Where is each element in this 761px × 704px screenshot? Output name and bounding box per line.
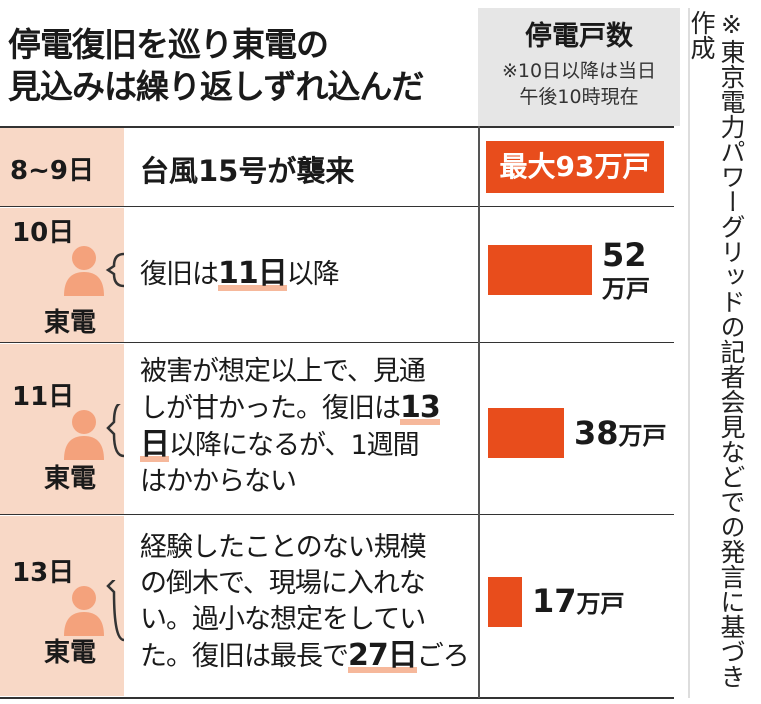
title-line-1: 停電復旧を巡り東電の (8, 25, 329, 64)
data-label: 17万戸 (532, 582, 625, 620)
quote-line: 被害が想定以上で、見通 (140, 356, 426, 387)
row-date: 10日 (12, 218, 75, 248)
quote-segment: ごろ (416, 641, 470, 672)
quote-segment: 復旧は (140, 259, 219, 290)
data-label-max: 最大93万戸 (486, 141, 664, 193)
source-divider (688, 8, 690, 698)
speaker-label: 東電 (44, 308, 97, 338)
highlight-date: 27日 (348, 638, 418, 673)
quote-line: しが甘かった。復旧は13 (140, 390, 441, 427)
highlight-date: 日 (140, 427, 170, 462)
quote-text: 被害が想定以上で、見通 しが甘かった。復旧は13 日以降になるが、1週間 はかか… (140, 354, 441, 500)
column-divider (478, 126, 480, 698)
chart-title: 停電復旧を巡り東電の 見込みは繰り返しずれ込んだ (8, 24, 478, 108)
date-cell-bg (0, 128, 124, 206)
quote-segment: しが甘かった。復旧は (140, 393, 401, 424)
row-divider (0, 206, 674, 207)
quote-line: 日以降になるが、1週間 (140, 427, 440, 464)
speaker-label: 東電 (44, 638, 97, 668)
row-date: 11日 (12, 382, 75, 412)
highlight-date: 13 (400, 390, 441, 425)
highlight-date: 11日 (218, 256, 288, 291)
quote-text: 復旧は11日以降 (140, 256, 340, 293)
row-divider (0, 342, 674, 343)
header-note-line-1: ※10日以降は当日 (501, 60, 657, 82)
quote-line: た。復旧は最長で27日ごろ (140, 638, 470, 675)
bar (488, 577, 522, 627)
date-cell-bg (0, 344, 124, 514)
data-label-value: 52 (602, 236, 647, 274)
data-label: 38万戸 (574, 414, 667, 452)
row-date: 8~9日 (10, 156, 94, 186)
data-label-unit: 万戸 (576, 590, 625, 618)
header-note: ※10日以降は当日 午後10時現在 (478, 58, 680, 110)
row-divider (0, 697, 674, 699)
bar (488, 245, 592, 295)
source-note: ※東京電力パワーグリッドの記者会見などでの発言に基づき作成 (687, 10, 746, 689)
header-title: 停電戸数 (525, 21, 633, 52)
data-label: 52 万戸 (602, 238, 650, 306)
quote-text: 経験したことのない規模 の倒木で、現場に入れな い。過小な想定をしてい た。復旧… (140, 530, 470, 675)
data-label-unit: 万戸 (618, 422, 667, 450)
quote-segment: 以降 (286, 259, 340, 290)
quote-line: い。過小な想定をしてい (140, 604, 426, 635)
row-divider (0, 514, 674, 515)
quote-segment: 以降になるが、1週間 (169, 430, 420, 461)
row-date: 13日 (12, 558, 75, 588)
header-note-line-2: 午後10時現在 (519, 86, 639, 108)
row-divider (0, 126, 674, 128)
person-icon (64, 404, 125, 460)
speaker-label: 東電 (44, 464, 97, 494)
header-box (478, 8, 680, 126)
bar (488, 408, 564, 458)
quote-line: 経験したことのない規模 (140, 532, 427, 563)
date-cell-bg (0, 516, 124, 696)
data-label-value: 17 (532, 582, 577, 620)
person-icon (64, 580, 125, 642)
quote-segment: た。復旧は最長で (140, 641, 349, 672)
quote-line: はかからない (140, 466, 297, 497)
person-icon (64, 246, 125, 296)
title-line-2: 見込みは繰り返しずれ込んだ (8, 67, 424, 106)
data-label-value: 38 (574, 414, 619, 452)
data-label-unit: 万戸 (602, 275, 650, 303)
event-text: 台風15号が襲来 (140, 154, 355, 188)
quote-line: の倒木で、現場に入れな (140, 568, 426, 599)
date-cell-bg (0, 208, 124, 342)
